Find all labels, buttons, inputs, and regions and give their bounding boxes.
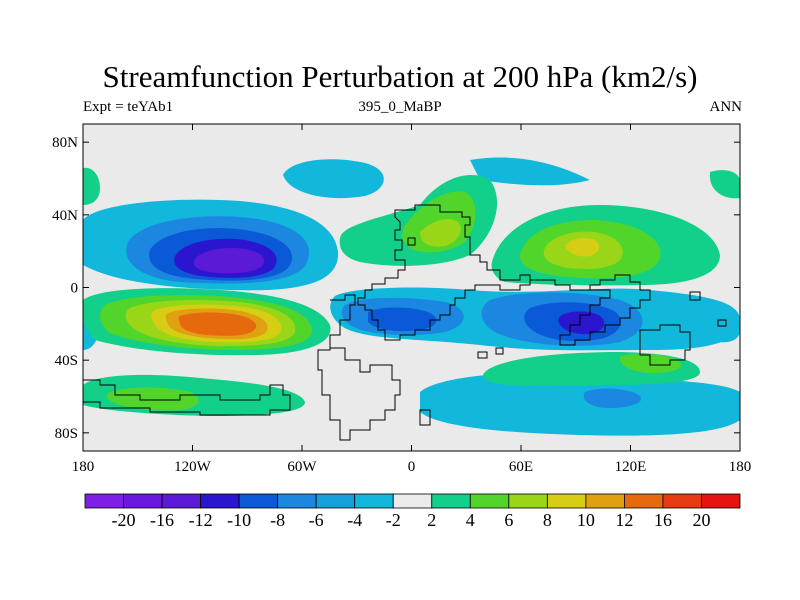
coastline-island-small-1 — [477, 351, 488, 359]
colorbar-label: -16 — [150, 510, 174, 530]
negative-region-north-atlantic-europe — [470, 157, 590, 186]
positive-region-europe-asia-north — [339, 174, 498, 266]
colorbar-label: -4 — [347, 510, 362, 530]
coastline-antarctic-east — [419, 409, 431, 426]
lon-tick-label: 180 — [729, 459, 752, 475]
lat-tick-label: 0 — [71, 281, 79, 297]
colorbar-label: 20 — [692, 510, 710, 530]
colorbar-label: -10 — [227, 510, 251, 530]
negative-region-east-pacific-north — [83, 199, 339, 291]
colorbar-swatch — [624, 493, 664, 509]
colorbar-swatch — [84, 493, 124, 509]
colorbar-swatch — [546, 493, 587, 509]
lat-tick-label: 80S — [55, 426, 78, 442]
colorbar-swatch — [354, 493, 394, 509]
colorbar-swatch — [508, 493, 548, 509]
colorbar-swatch — [585, 493, 625, 509]
coastline-americas — [317, 294, 401, 441]
colorbar-label: 10 — [577, 510, 595, 530]
lon-tick-label: 60E — [509, 459, 533, 475]
colorbar-swatch — [238, 493, 279, 509]
colorbar-swatch — [662, 493, 702, 509]
lat-tick-label: 40S — [55, 353, 78, 369]
coastline-island-small-2 — [495, 347, 504, 355]
coastline-island-small-3 — [407, 237, 416, 246]
coastline-island-small-5 — [689, 291, 701, 301]
colorbar-swatch — [123, 493, 163, 509]
coastlines — [83, 204, 727, 441]
lon-tick-label: 0 — [408, 459, 416, 475]
plot-title: Streamfunction Perturbation at 200 hPa (… — [102, 59, 698, 94]
negative-region-tropical-atlantic-indian — [330, 287, 740, 351]
season-label: ANN — [709, 99, 743, 115]
lon-tick-label: 120E — [615, 459, 647, 475]
colorbar-label: -20 — [112, 510, 136, 530]
coastline-asia-east — [530, 274, 651, 346]
streamfunction-contours — [83, 157, 740, 436]
axis-ticks: 180 120W 60W 0 60E 120E 180 80N 40N 0 40S 80S — [52, 124, 751, 475]
colorbar-swatch — [431, 493, 471, 509]
colorbar-swatch — [161, 493, 201, 509]
colorbar-swatch — [701, 493, 741, 509]
colorbar-label: -8 — [270, 510, 285, 530]
coastline-australia — [639, 324, 691, 366]
colorbar-swatch — [315, 493, 356, 509]
negative-region-southern-ocean — [420, 373, 740, 436]
negative-region-north-pacific — [283, 159, 384, 199]
colorbar-swatch — [469, 493, 510, 509]
experiment-label: Expt = teYAb1 — [83, 99, 174, 115]
lat-tick-label: 80N — [52, 135, 78, 151]
colorbar-swatch — [392, 493, 433, 509]
lon-tick-label: 120W — [174, 459, 212, 475]
lon-tick-label: 180 — [72, 459, 95, 475]
colorbar-label: 8 — [543, 510, 552, 530]
colorbar-swatch — [277, 493, 317, 509]
lon-tick-label: 60W — [287, 459, 317, 475]
colorbar-swatch — [200, 493, 240, 509]
positive-region-east-pacific-south — [83, 288, 331, 356]
lat-tick-label: 40N — [52, 208, 78, 224]
colorbar-label: 4 — [466, 510, 475, 530]
colorbar-label: 6 — [504, 510, 513, 530]
colorbar-label: 2 — [427, 510, 436, 530]
coastline-island-small-4 — [717, 319, 727, 327]
coastline-antarctic-peninsula — [83, 379, 291, 416]
colorbar-label: -6 — [309, 510, 324, 530]
positive-region-northwest-pacific — [83, 167, 740, 205]
positive-region-central-asia — [491, 205, 720, 286]
colorbar-label: 16 — [654, 510, 672, 530]
colorbar-label: -2 — [386, 510, 401, 530]
case-label: 395_0_MaBP — [358, 99, 442, 115]
colorbar-label: -12 — [189, 510, 213, 530]
colorbar-label: 12 — [615, 510, 633, 530]
coastline-eurasia-africa — [357, 204, 531, 341]
colorbar: -20 -16 -12 -10 -8 -6 -4 -2 2 4 6 8 10 12 16 20 — [84, 493, 741, 530]
